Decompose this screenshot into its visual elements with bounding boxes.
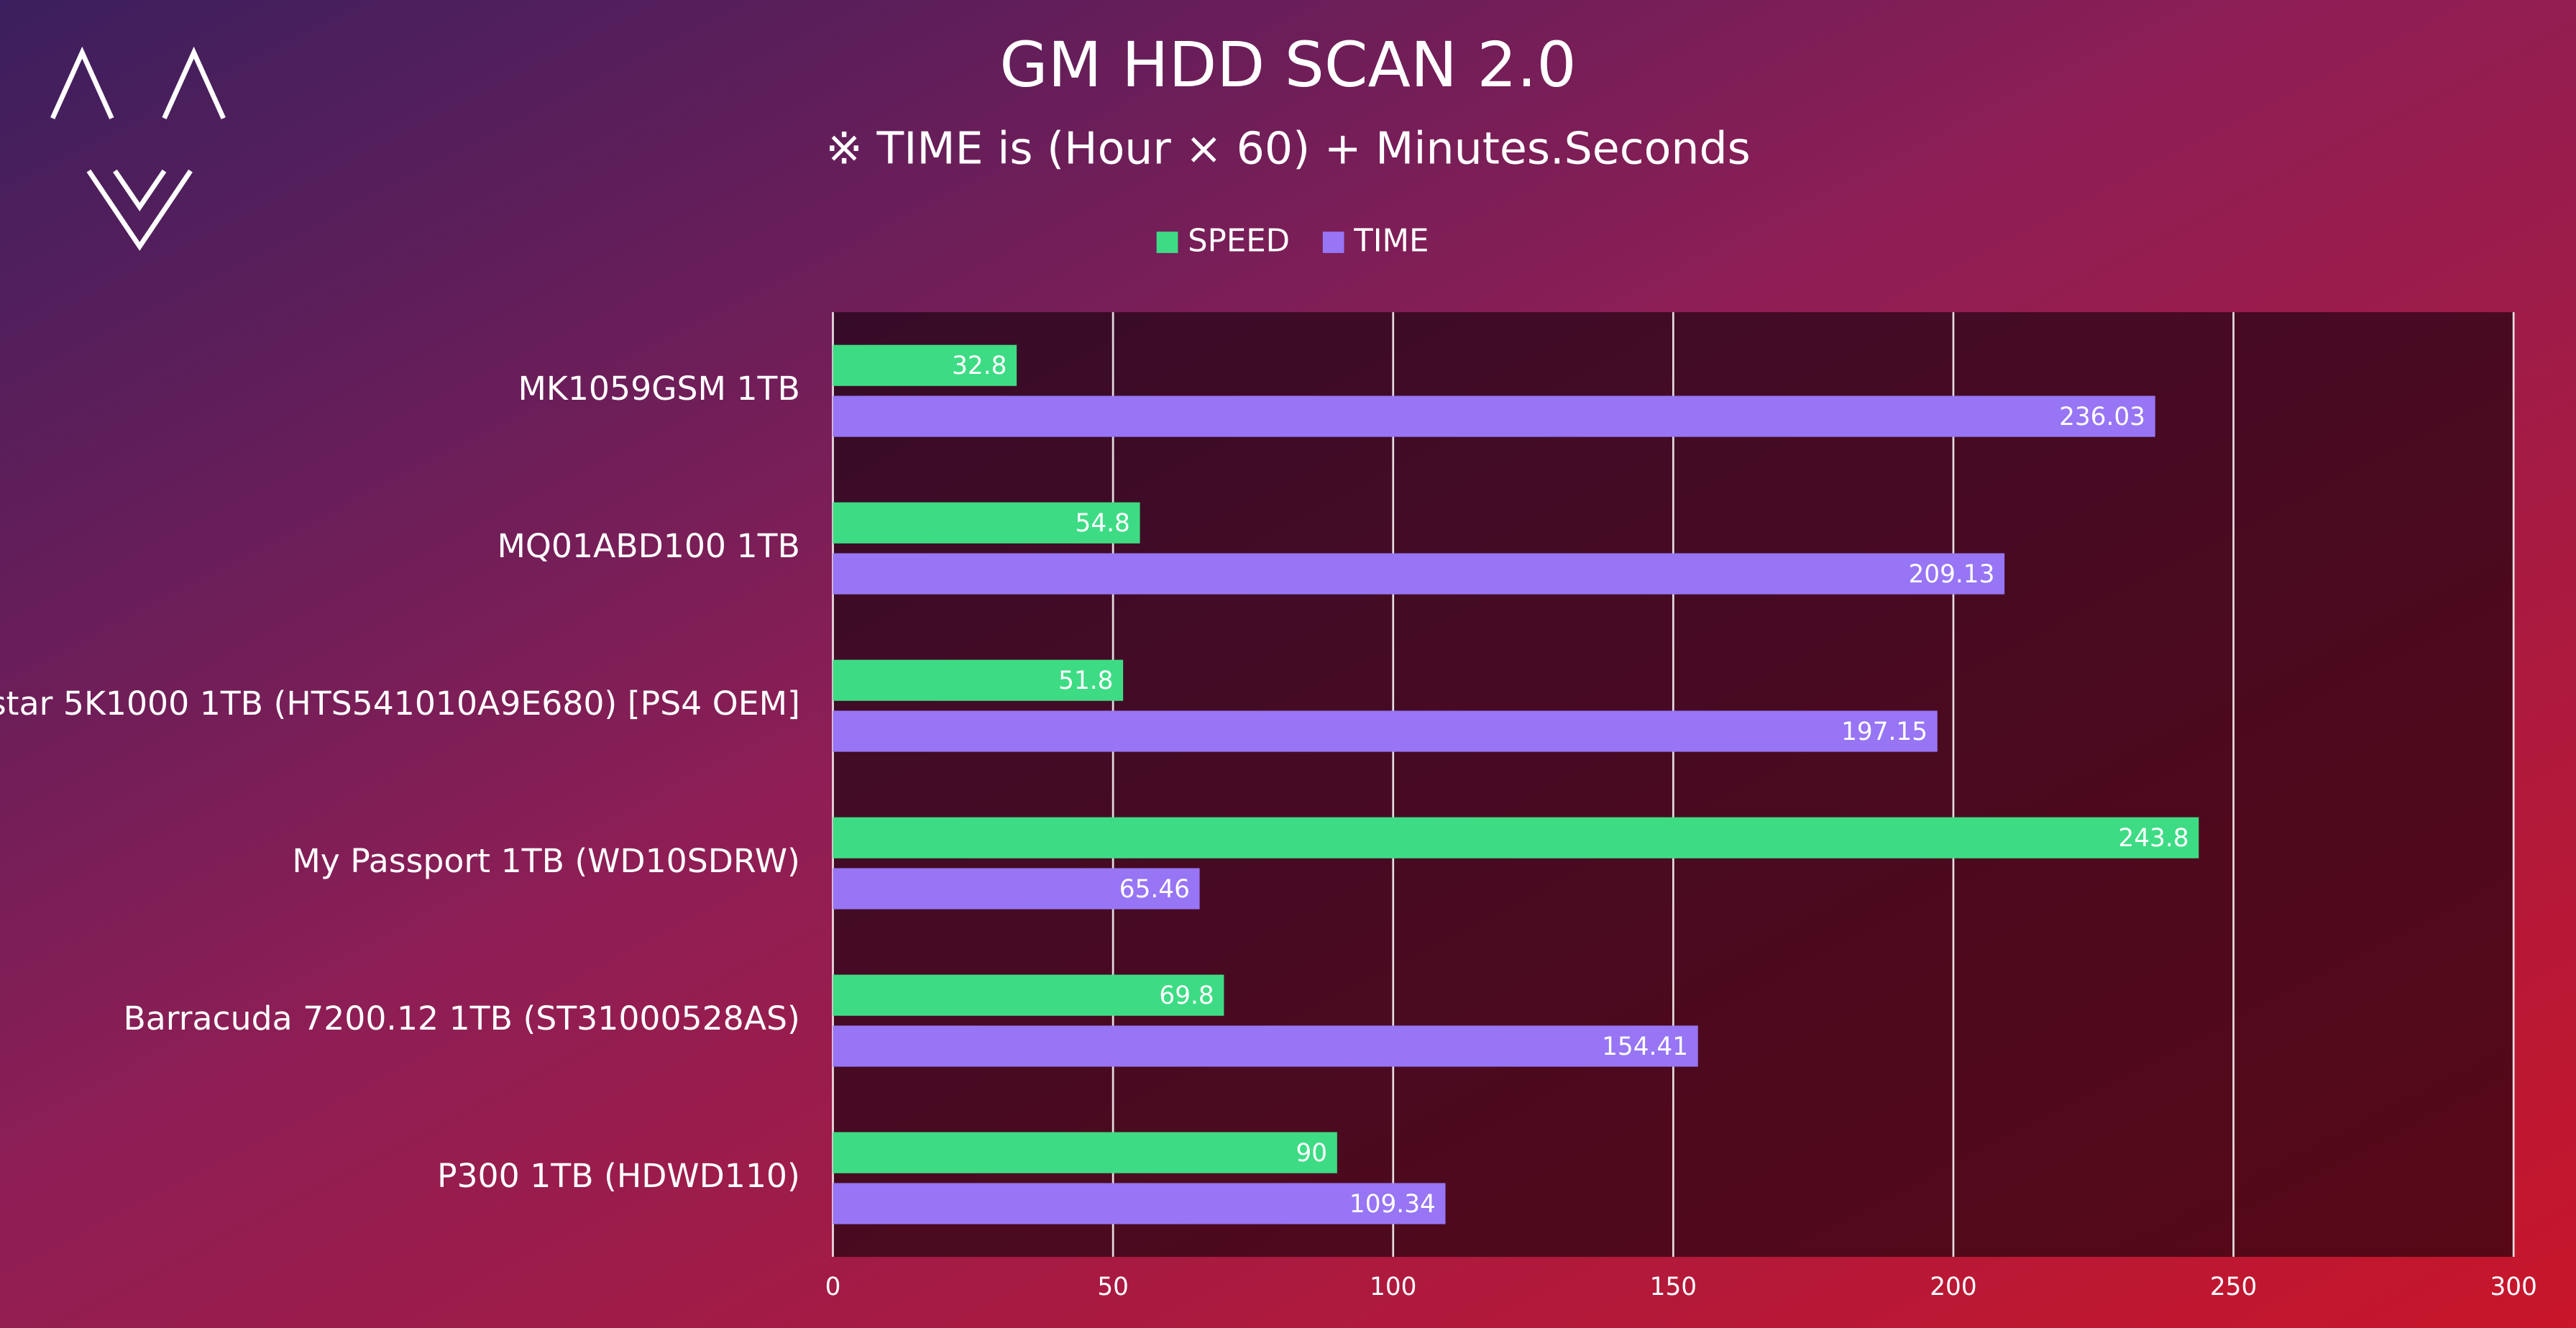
value-label: 32.8 xyxy=(952,352,1007,380)
x-tick-label: 150 xyxy=(1650,1273,1697,1301)
legend-label: TIME xyxy=(1353,224,1429,260)
x-tick-label: 100 xyxy=(1370,1273,1416,1301)
value-label: 65.46 xyxy=(1119,875,1190,904)
bar xyxy=(833,868,1200,910)
bar xyxy=(833,1025,1698,1067)
bar xyxy=(833,553,2005,595)
x-tick-label: 250 xyxy=(2210,1273,2257,1301)
x-tick-label: 300 xyxy=(2490,1273,2536,1301)
bar xyxy=(833,395,2155,437)
bar xyxy=(833,1132,1337,1173)
y-tick-label: MQ01ABD100 1TB xyxy=(497,527,799,565)
bar xyxy=(833,659,1124,701)
value-label: 197.15 xyxy=(1841,718,1928,746)
logo xyxy=(50,46,226,251)
bar xyxy=(833,817,2199,858)
y-tick-label: My Passport 1TB (WD10SDRW) xyxy=(292,842,799,880)
value-label: 243.8 xyxy=(2118,824,2188,853)
value-label: 154.41 xyxy=(1602,1032,1688,1061)
x-tick-label: 0 xyxy=(825,1273,841,1301)
bar xyxy=(833,502,1140,544)
chart-title: GM HDD SCAN 2.0 xyxy=(999,29,1576,101)
y-tick-label: Barracuda 7200.12 1TB (ST31000528AS) xyxy=(123,999,799,1038)
value-label: 236.03 xyxy=(2059,403,2145,431)
value-label: 90 xyxy=(1296,1139,1328,1168)
value-label: 54.8 xyxy=(1076,509,1130,538)
x-tick-label: 200 xyxy=(1930,1273,1976,1301)
y-tick-label: MK1059GSM 1TB xyxy=(518,370,800,408)
bar xyxy=(833,344,1017,386)
value-label: 209.13 xyxy=(1908,560,1994,589)
bar xyxy=(833,710,1938,752)
chart-subtitle: ※ TIME is (Hour × 60) + Minutes.Seconds xyxy=(825,122,1751,174)
y-tick-label: Travelstar 5K1000 1TB (HTS541010A9E680) … xyxy=(0,684,800,723)
legend-label: SPEED xyxy=(1188,224,1290,260)
bar xyxy=(833,974,1224,1016)
bar xyxy=(833,1183,1446,1224)
x-tick-label: 50 xyxy=(1097,1273,1129,1301)
value-label: 69.8 xyxy=(1159,981,1214,1010)
value-label: 51.8 xyxy=(1058,667,1113,695)
value-label: 109.34 xyxy=(1349,1190,1436,1219)
y-tick-label: P300 1TB (HDWD110) xyxy=(437,1157,800,1195)
legend-swatch xyxy=(1156,232,1178,253)
legend-swatch xyxy=(1322,232,1344,253)
